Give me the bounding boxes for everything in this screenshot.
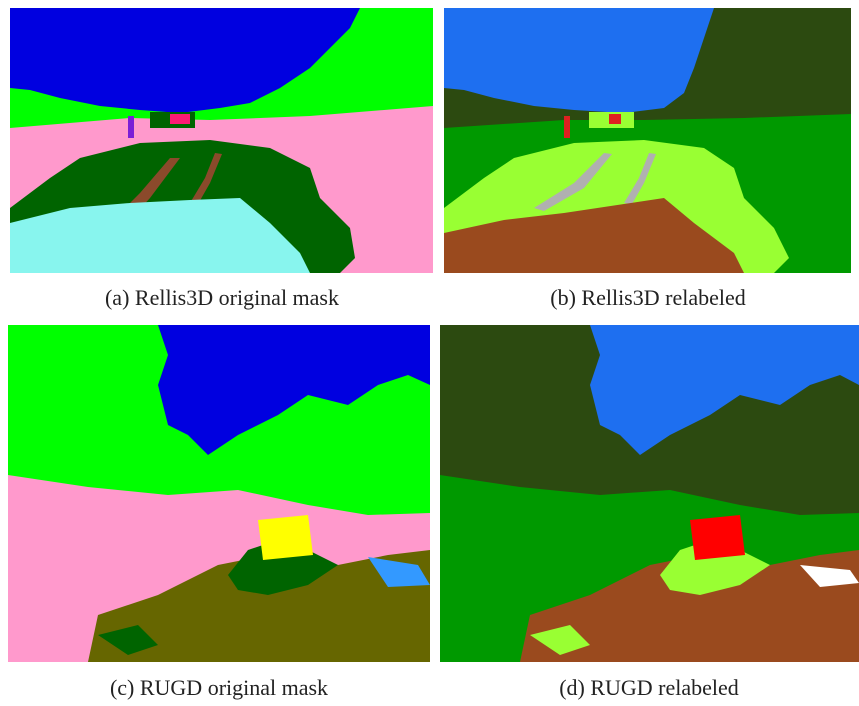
- mask-c: [8, 325, 430, 662]
- mask-d: [440, 325, 859, 662]
- figure-page: {"panels": [ {"caption": "(a) Rellis3D o…: [0, 0, 859, 706]
- mask-a: [10, 8, 433, 273]
- caption: (a) Rellis3D original mask: [105, 285, 339, 310]
- caption: (d) RUGD relabeled: [559, 675, 739, 700]
- mask-b: [444, 8, 851, 273]
- caption: (c) RUGD original mask: [110, 675, 328, 700]
- caption: (b) Rellis3D relabeled: [550, 285, 746, 310]
- figure: (a) Rellis3D original mask (b) Rellis3D …: [0, 0, 859, 706]
